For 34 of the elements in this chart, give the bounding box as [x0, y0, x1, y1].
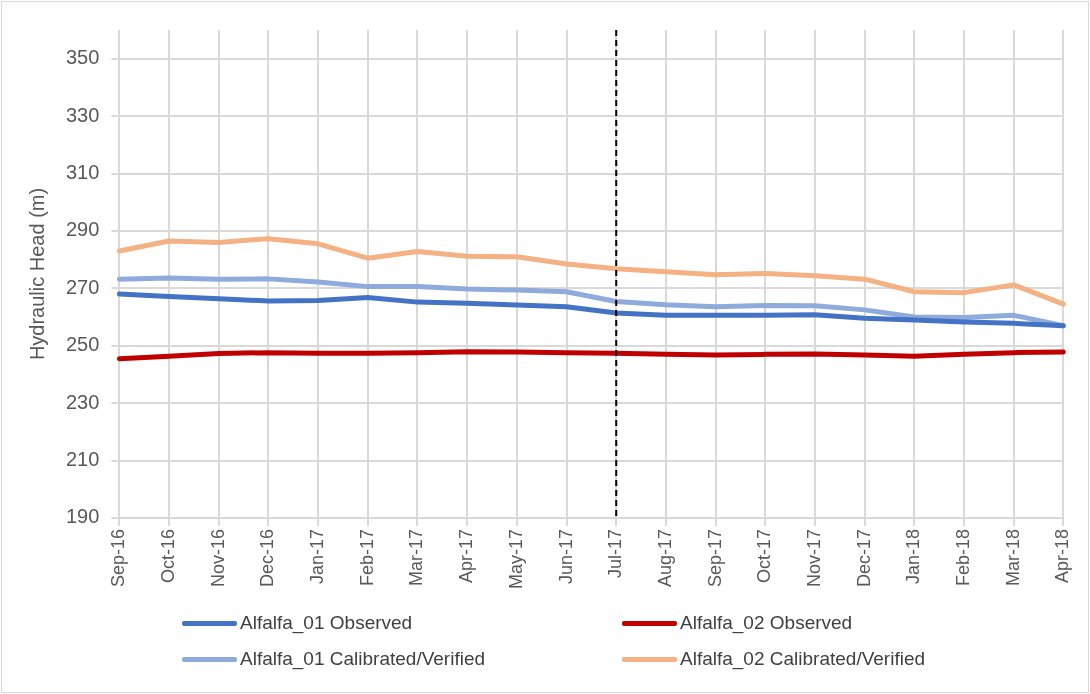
y-tick-label: 350 [65, 46, 100, 69]
x-tick-label: Apr-18 [1052, 528, 1073, 584]
y-tick-label: 290 [65, 218, 100, 241]
x-tick-label: Apr-17 [456, 528, 477, 584]
x-tick-label: Dec-16 [257, 528, 278, 588]
x-tick-label: Feb-18 [953, 528, 973, 587]
y-tick-label: 230 [65, 390, 100, 413]
y-tick-label: 330 [65, 103, 100, 126]
x-tick-label: Jan-18 [903, 528, 924, 585]
y-tick-label: 270 [65, 275, 100, 298]
x-tick-label: Feb-17 [356, 528, 377, 587]
x-tick-label: Jul-17 [605, 528, 626, 579]
legend-label: Alfalfa_01 Observed [240, 612, 413, 634]
legend-label: Alfalfa_01 Calibrated/Verified [240, 648, 486, 670]
legend-label: Alfalfa_02 Observed [680, 612, 853, 634]
y-tick-label: 190 [65, 505, 100, 528]
y-tick-label: 250 [65, 333, 100, 356]
x-tick-label: Nov-16 [207, 528, 228, 588]
x-tick-label: Dec-17 [853, 528, 874, 588]
x-tick-label: Sep-16 [108, 528, 129, 588]
legend-label: Alfalfa_02 Calibrated/Verified [680, 648, 926, 670]
y-tick-label: 310 [65, 161, 100, 184]
x-tick-label: Aug-17 [654, 528, 675, 588]
x-tick-label: Sep-17 [704, 528, 725, 588]
x-tick-label: Oct-17 [754, 528, 775, 584]
y-tick-label: 210 [65, 448, 100, 471]
x-tick-label: Jan-17 [307, 528, 328, 585]
x-tick-label: May-17 [505, 528, 526, 590]
x-tick-label: Mar-17 [406, 528, 427, 586]
x-tick-label: Jun-17 [555, 528, 576, 585]
x-tick-label: Nov-17 [803, 528, 824, 588]
y-axis-title: Hydraulic Head (m) [25, 187, 48, 361]
x-tick-label: Mar-18 [1002, 528, 1023, 586]
x-tick-label: Oct-16 [158, 528, 179, 584]
